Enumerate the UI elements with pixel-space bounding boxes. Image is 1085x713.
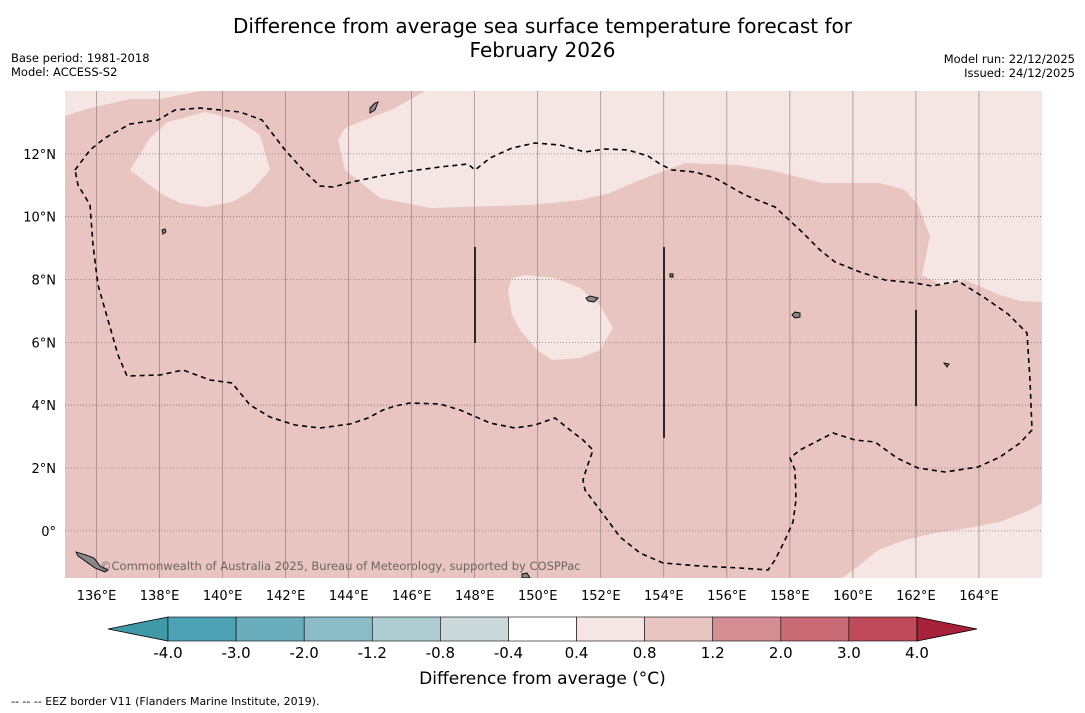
colorbar-segment: [712, 616, 782, 642]
latitude-label: 4°N: [32, 399, 57, 414]
model-run: Model run: 22/12/2025: [943, 52, 1075, 66]
island: [669, 273, 674, 278]
latitude-label: 12°N: [23, 148, 56, 163]
latitude-label: 0°: [41, 525, 56, 540]
latitude-label: 6°N: [32, 336, 57, 351]
longitude-labels: 136°E 138°E 140°E 142°E 144°E 146°E 148°E 150°E…: [77, 589, 999, 604]
colorbar-tick-label: 3.0: [837, 644, 861, 662]
island: [791, 311, 801, 319]
island: [369, 101, 379, 114]
longitude-label: 156°E: [707, 589, 747, 604]
colorbar-segment: [848, 616, 918, 642]
anomaly-region-northwest-pocket: [130, 112, 270, 207]
longitude-label: 152°E: [581, 589, 621, 604]
colorbar-extend-low: [107, 616, 169, 642]
colorbar-tick-label: -0.4: [494, 644, 523, 662]
islands: [75, 101, 950, 578]
longitude-label: 136°E: [77, 589, 117, 604]
colorbar-segment: [644, 616, 714, 642]
colorbar-ticks: -4.0 -3.0 -2.0 -1.2 -0.8 -0.4 0.4 0.8 1.2 2.0 3.0 4…: [153, 644, 929, 662]
model-name: Model: ACCESS-S2: [11, 65, 118, 79]
longitude-label: 158°E: [770, 589, 810, 604]
title-line-2: February 2026: [469, 38, 616, 62]
colorbar-tick-label: 0.8: [633, 644, 657, 662]
issued-date: Issued: 24/12/2025: [964, 66, 1075, 80]
colorbar-tick-label: -0.8: [426, 644, 455, 662]
longitude-label: 146°E: [392, 589, 432, 604]
colorbar-segment: [440, 616, 509, 642]
longitude-label: 142°E: [266, 589, 306, 604]
colorbar-segment: [576, 616, 645, 642]
grid-lines: [65, 91, 1042, 578]
latitude-label: 8°N: [32, 274, 57, 289]
longitude-label: 140°E: [203, 589, 243, 604]
chart-title: Difference from average sea surface temp…: [0, 14, 1085, 62]
longitude-label: 154°E: [644, 589, 684, 604]
meta-left: Base period: 1981-2018 Model: ACCESS-S2: [11, 51, 150, 79]
colorbar-segment: [780, 616, 850, 642]
colorbar-segment: [235, 616, 305, 642]
longitude-label: 150°E: [518, 589, 558, 604]
colorbar-tick-label: -1.2: [358, 644, 387, 662]
longitude-label: 160°E: [833, 589, 873, 604]
map-plot-area: ©Commonwealth of Australia 2025, Bureau …: [65, 91, 1042, 578]
latitude-label: 10°N: [23, 211, 56, 226]
colorbar-tick-label: -4.0: [153, 644, 182, 662]
colorbar-tick-label: 2.0: [769, 644, 793, 662]
island: [521, 572, 531, 578]
colorbar-segment: [303, 616, 373, 642]
colorbar: [107, 616, 978, 642]
colorbar-tick-label: -3.0: [221, 644, 250, 662]
island: [161, 228, 167, 235]
meta-right: Model run: 22/12/2025 Issued: 24/12/2025: [944, 52, 1075, 80]
colorbar-segment: [508, 616, 577, 642]
anomaly-region-southeast: [842, 503, 1042, 578]
title-line-1: Difference from average sea surface temp…: [232, 14, 852, 38]
colorbar-label: Difference from average (°C): [419, 669, 666, 689]
colorbar-tick-label: 1.2: [701, 644, 725, 662]
island: [942, 362, 950, 368]
colorbar-segment: [167, 616, 237, 642]
colorbar-tick-label: 0.4: [565, 644, 589, 662]
colorbar-tick-label: 4.0: [905, 644, 929, 662]
anomaly-region-northwest: [65, 91, 200, 116]
latitude-labels: 12°N 10°N 8°N 6°N 4°N 2°N 0°: [23, 148, 56, 540]
longitude-label: 138°E: [140, 589, 180, 604]
anomaly-region-north: [338, 91, 1042, 302]
anomaly-region-central-pocket: [508, 275, 613, 360]
eez-legend-note: -- -- -- EEZ border V11 (Flanders Marine…: [11, 695, 320, 708]
copyright-text: ©Commonwealth of Australia 2025, Bureau …: [100, 559, 581, 573]
colorbar-segment: [371, 616, 441, 642]
longitude-label: 162°E: [896, 589, 936, 604]
colorbar-tick-label: -2.0: [290, 644, 319, 662]
island: [75, 551, 109, 573]
island: [585, 295, 599, 303]
eez-border: [74, 107, 1033, 571]
base-period: Base period: 1981-2018: [11, 51, 150, 65]
longitude-label: 144°E: [329, 589, 369, 604]
colorbar-extend-high: [916, 616, 978, 642]
longitude-label: 164°E: [959, 589, 999, 604]
longitude-label: 148°E: [455, 589, 495, 604]
latitude-label: 2°N: [32, 462, 57, 477]
